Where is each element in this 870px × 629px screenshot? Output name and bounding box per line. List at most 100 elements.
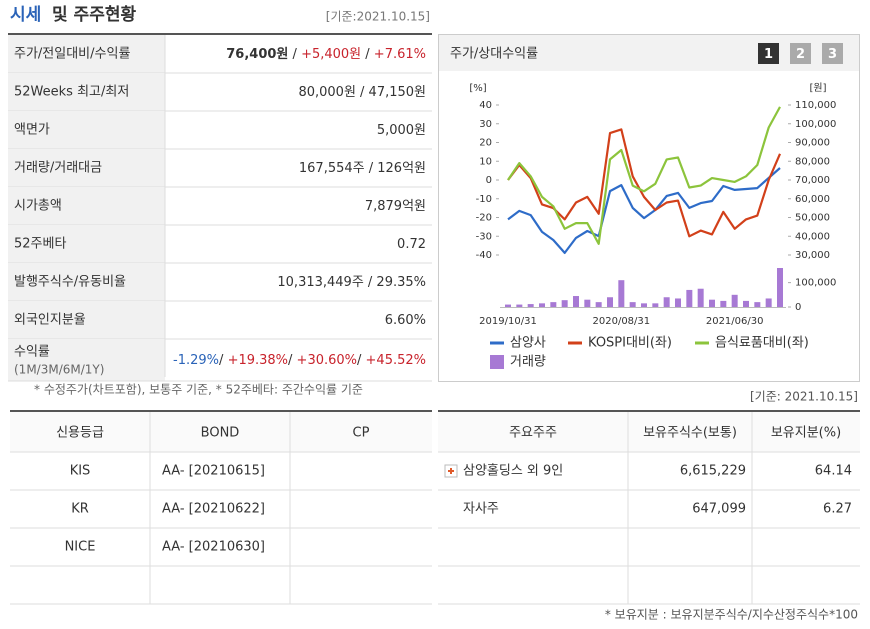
y-unit: [%] — [469, 83, 486, 94]
legend-label: KOSPI대비(좌) — [588, 336, 672, 351]
y-tick-label: 30 — [479, 119, 492, 130]
header-row — [438, 412, 860, 452]
chart-header — [439, 35, 859, 71]
y2-tick-label: 70,000 — [795, 175, 830, 186]
value-part: +7.61% — [374, 47, 426, 62]
volume-bar — [595, 302, 602, 307]
legend-label: 음식료품대비(좌) — [715, 336, 809, 351]
value-part: 167,554주 / 126억원 — [299, 161, 426, 176]
y2-tick-label: 100,000 — [795, 119, 836, 130]
y2-tick-label: 50,000 — [795, 213, 830, 224]
volume-bar — [743, 300, 749, 307]
volume-bar — [641, 303, 647, 307]
header-cell: 보유지분(%) — [771, 426, 841, 441]
row-label: 시가총액 — [14, 199, 62, 214]
volume-bar — [731, 294, 738, 307]
value-part: +5,400원 — [301, 47, 361, 62]
tab-label[interactable]: 1 — [764, 47, 773, 62]
volume-bar — [573, 296, 579, 307]
y-tick-label: -20 — [476, 213, 492, 224]
holder-name: 자사주 — [463, 502, 499, 517]
value-part: 76,400원 — [226, 47, 288, 62]
value-part: 10,313,449주 / 29.35% — [277, 275, 426, 290]
row-value: 167,554주 / 126억원 — [299, 161, 426, 176]
holders-date: [기준: 2021.10.15] — [750, 390, 858, 404]
volume-bar — [777, 268, 783, 307]
agency: KIS — [70, 464, 91, 479]
volume-bar — [584, 299, 591, 307]
y-tick-label: 10 — [479, 156, 492, 167]
y2-tick-label: 110,000 — [795, 100, 836, 111]
y-tick-label: -30 — [476, 231, 492, 242]
row-label: 52Weeks 최고/최저 — [14, 85, 129, 100]
header-cell: 보유주식수(보통) — [643, 426, 737, 441]
value-part: / — [361, 47, 374, 62]
y2-unit: [원] — [809, 82, 826, 94]
bond: AA- [20210622] — [162, 502, 265, 517]
value-part: 80,000원 / 47,150원 — [298, 85, 426, 100]
volume-bar — [516, 304, 523, 307]
row-value: 0.72 — [397, 237, 426, 252]
chart-panel — [438, 34, 860, 382]
value-part: +19.38% — [228, 353, 288, 368]
holder-pct: 64.14 — [815, 464, 852, 479]
holder-shares: 6,615,229 — [680, 464, 746, 479]
x-tick-label: 2021/06/30 — [706, 316, 764, 327]
tab-button[interactable] — [822, 43, 843, 64]
volume-bar — [505, 304, 511, 307]
row-value: 10,313,449주 / 29.35% — [277, 275, 426, 290]
row-label: 52주베타 — [14, 237, 66, 252]
volume-bar — [686, 289, 693, 307]
volume-bar — [561, 300, 568, 307]
value-part: / — [357, 353, 366, 368]
legend-label: 거래량 — [510, 355, 546, 370]
value-part: +45.52% — [366, 353, 426, 368]
volume-bar — [675, 298, 681, 307]
x-tick-label: 2020/08/31 — [593, 316, 651, 327]
agency: KR — [71, 502, 89, 517]
bond: AA- [20210630] — [162, 540, 265, 555]
volume-bar — [550, 302, 557, 307]
label-cell — [8, 301, 165, 339]
tab-label[interactable]: 3 — [828, 47, 837, 62]
y2-tick-label: 80,000 — [795, 156, 830, 167]
y2-tick-label: 40,000 — [795, 231, 830, 242]
label-cell — [8, 149, 165, 187]
label-cell — [8, 339, 165, 381]
title-b: 및 주주현황 — [52, 5, 136, 25]
row-label: 발행주식수/유동비율 — [14, 274, 126, 290]
header-row — [10, 412, 432, 452]
volume-bar — [720, 300, 727, 307]
bond: AA- [20210615] — [162, 464, 265, 479]
series-line — [507, 106, 781, 245]
row-label: 거래량/거래대금 — [14, 161, 102, 176]
value-part: / — [288, 47, 301, 62]
value-part: / — [219, 353, 228, 368]
row-value: 76,400원 / +5,400원 / +7.61% — [226, 47, 426, 62]
chart-title: 주가/상대수익률 — [450, 47, 538, 62]
holder-shares: 647,099 — [692, 502, 746, 517]
tab-button[interactable] — [758, 43, 779, 64]
series-line — [507, 128, 782, 238]
series-line — [507, 167, 781, 254]
y2-tick-label: 90,000 — [795, 138, 830, 149]
value-part: 5,000원 — [377, 123, 426, 138]
legend-swatch — [490, 355, 504, 369]
y-tick-label: -40 — [476, 250, 492, 261]
header-cell: 주요주주 — [509, 426, 557, 441]
volume-bar — [539, 303, 545, 307]
volume-bar — [652, 303, 659, 307]
tab-label[interactable]: 2 — [796, 47, 805, 62]
x-tick-label: 2019/10/31 — [479, 316, 537, 327]
y-tick-label: 40 — [479, 100, 492, 111]
date: [기준:2021.10.15] — [326, 10, 430, 24]
value-part: 6.60% — [385, 313, 426, 328]
tab-button[interactable] — [790, 43, 811, 64]
volume-bar — [709, 299, 715, 307]
y2-tick-label: 30,000 — [795, 250, 830, 261]
volume-tick-label: 0 — [795, 302, 801, 313]
note: * 수정주가(차트포함), 보통주 기준, * 52주베타: 주간수익률 기준 — [34, 383, 363, 397]
holder-name: 삼양홀딩스 외 9인 — [463, 464, 563, 479]
volume-bar — [629, 302, 636, 307]
